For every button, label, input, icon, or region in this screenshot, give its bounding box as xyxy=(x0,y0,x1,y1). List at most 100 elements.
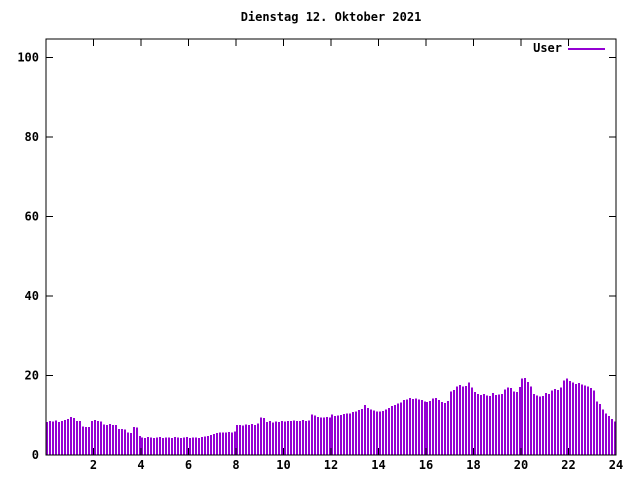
bar xyxy=(55,420,57,455)
bar xyxy=(349,413,351,455)
bar xyxy=(358,410,360,455)
bar xyxy=(177,437,179,455)
bar xyxy=(210,435,212,455)
bar xyxy=(441,401,443,455)
bar xyxy=(447,400,449,455)
bar xyxy=(257,423,259,455)
y-tick-label: 100 xyxy=(17,51,39,65)
bar xyxy=(435,398,437,455)
bar xyxy=(198,437,200,455)
bar xyxy=(109,424,111,455)
x-tick-label: 20 xyxy=(514,458,528,472)
bar xyxy=(189,437,191,455)
bar xyxy=(406,399,408,455)
bar xyxy=(477,393,479,455)
bar xyxy=(495,395,497,455)
bar xyxy=(192,437,194,455)
bar xyxy=(385,409,387,455)
bar xyxy=(361,408,363,455)
bar xyxy=(388,408,390,455)
bar xyxy=(153,437,155,455)
bar xyxy=(557,389,559,455)
bar xyxy=(49,420,51,455)
bar xyxy=(228,431,230,455)
x-tick-label: 6 xyxy=(185,458,192,472)
bar xyxy=(52,421,54,455)
x-tick-label: 10 xyxy=(276,458,290,472)
bar xyxy=(76,420,78,455)
bar xyxy=(269,421,271,455)
bar xyxy=(168,437,170,455)
bar xyxy=(106,424,108,455)
bar xyxy=(489,396,491,455)
bar xyxy=(130,433,132,455)
bar xyxy=(281,421,283,455)
bar xyxy=(590,388,592,455)
bar xyxy=(127,432,129,455)
bar xyxy=(364,404,366,455)
bar xyxy=(605,413,607,455)
legend-line-sample xyxy=(568,47,605,50)
legend-series-label: User xyxy=(533,41,562,55)
bar xyxy=(141,437,143,455)
bar xyxy=(578,383,580,455)
bar xyxy=(593,390,595,455)
bar xyxy=(133,427,135,455)
bar xyxy=(379,411,381,455)
x-tick-label: 14 xyxy=(371,458,385,472)
bar xyxy=(272,422,274,455)
bar xyxy=(308,420,310,455)
bar xyxy=(284,421,286,455)
bar xyxy=(510,388,512,455)
bar xyxy=(516,391,518,455)
bar xyxy=(213,433,215,455)
bar xyxy=(231,432,233,455)
bar xyxy=(94,420,96,455)
bar xyxy=(376,411,378,455)
bar xyxy=(382,410,384,455)
bar xyxy=(263,418,265,455)
bar xyxy=(100,421,102,455)
bar xyxy=(524,377,526,455)
bar xyxy=(278,422,280,455)
y-tick-label: 0 xyxy=(32,448,39,462)
bar xyxy=(501,394,503,455)
bar xyxy=(548,394,550,455)
x-tick-label: 12 xyxy=(324,458,338,472)
bar xyxy=(314,415,316,455)
bar xyxy=(527,381,529,455)
bar xyxy=(67,419,69,455)
x-tick-label: 8 xyxy=(232,458,239,472)
bar xyxy=(587,386,589,455)
bar xyxy=(373,410,375,455)
y-tick-label: 60 xyxy=(25,210,39,224)
bar xyxy=(391,406,393,455)
bar xyxy=(64,420,66,455)
bar xyxy=(162,437,164,455)
bar xyxy=(519,387,521,455)
bar xyxy=(239,424,241,455)
bar xyxy=(551,390,553,455)
bar xyxy=(242,425,244,455)
bar xyxy=(560,387,562,455)
bar xyxy=(429,400,431,455)
bar xyxy=(254,424,256,455)
bar xyxy=(293,420,295,455)
bar xyxy=(352,412,354,455)
bar xyxy=(234,431,236,455)
bar xyxy=(438,400,440,455)
bar xyxy=(124,429,126,455)
bar xyxy=(462,386,464,455)
bar xyxy=(180,437,182,455)
bar xyxy=(70,416,72,455)
bar xyxy=(326,416,328,455)
bar xyxy=(453,389,455,455)
bar xyxy=(611,419,613,455)
bar xyxy=(337,415,339,455)
bar xyxy=(370,409,372,455)
bar xyxy=(225,432,227,455)
bar xyxy=(432,398,434,455)
bar xyxy=(572,382,574,455)
bar xyxy=(150,437,152,455)
